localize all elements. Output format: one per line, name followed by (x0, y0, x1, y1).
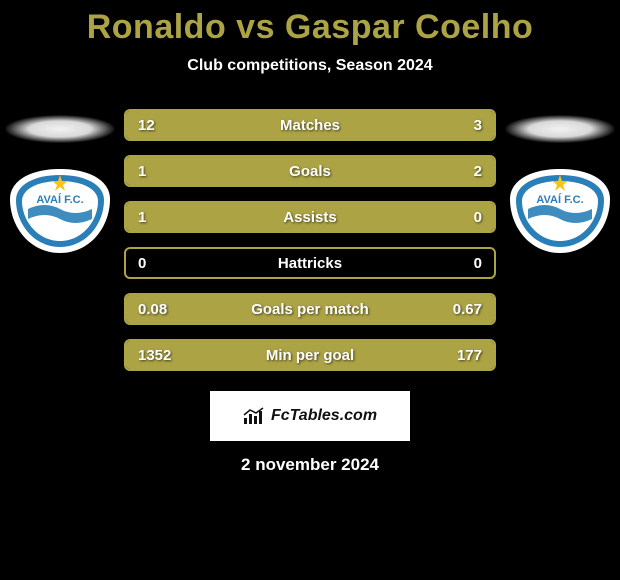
snapshot-date: 2 november 2024 (0, 455, 620, 475)
player-right-column: AVAÍ F.C. (500, 109, 620, 253)
stat-value-left: 1 (126, 209, 196, 226)
stat-row: 1Assists0 (124, 201, 496, 233)
stat-label: Min per goal (196, 347, 424, 364)
stat-value-left: 1 (126, 163, 196, 180)
stat-label: Goals (196, 163, 424, 180)
stat-label: Hattricks (196, 255, 424, 272)
stat-row: 1352Min per goal177 (124, 339, 496, 371)
club-badge-left: AVAÍ F.C. (10, 169, 110, 253)
branding-text: FcTables.com (271, 407, 377, 425)
stat-value-left: 0 (126, 255, 196, 272)
stat-label: Matches (196, 117, 424, 134)
player-silhouette (505, 115, 615, 143)
stat-row: 0.08Goals per match0.67 (124, 293, 496, 325)
stat-row: 12Matches3 (124, 109, 496, 141)
stat-value-right: 177 (424, 347, 494, 364)
page-title: Ronaldo vs Gaspar Coelho (0, 0, 620, 47)
stat-value-right: 3 (424, 117, 494, 134)
stat-row: 1Goals2 (124, 155, 496, 187)
svg-text:AVAÍ F.C.: AVAÍ F.C. (536, 193, 583, 206)
stats-list: 12Matches31Goals21Assists00Hattricks00.0… (124, 109, 496, 371)
stat-value-right: 0.67 (424, 301, 494, 318)
branding-badge: FcTables.com (210, 391, 410, 441)
stat-value-left: 0.08 (126, 301, 196, 318)
player-left-column: AVAÍ F.C. (0, 109, 120, 253)
comparison-panel: AVAÍ F.C. AVAÍ F.C. 12Matches31Goals21As… (0, 109, 620, 371)
stat-label: Assists (196, 209, 424, 226)
stat-value-right: 0 (424, 255, 494, 272)
stat-row: 0Hattricks0 (124, 247, 496, 279)
stat-label: Goals per match (196, 301, 424, 318)
club-badge-right: AVAÍ F.C. (510, 169, 610, 253)
stat-value-right: 0 (424, 209, 494, 226)
stat-value-left: 12 (126, 117, 196, 134)
stat-value-left: 1352 (126, 347, 196, 364)
page-subtitle: Club competitions, Season 2024 (0, 57, 620, 75)
branding-chart-icon (243, 407, 265, 425)
player-silhouette (5, 115, 115, 143)
stat-value-right: 2 (424, 163, 494, 180)
svg-text:AVAÍ F.C.: AVAÍ F.C. (36, 193, 83, 206)
